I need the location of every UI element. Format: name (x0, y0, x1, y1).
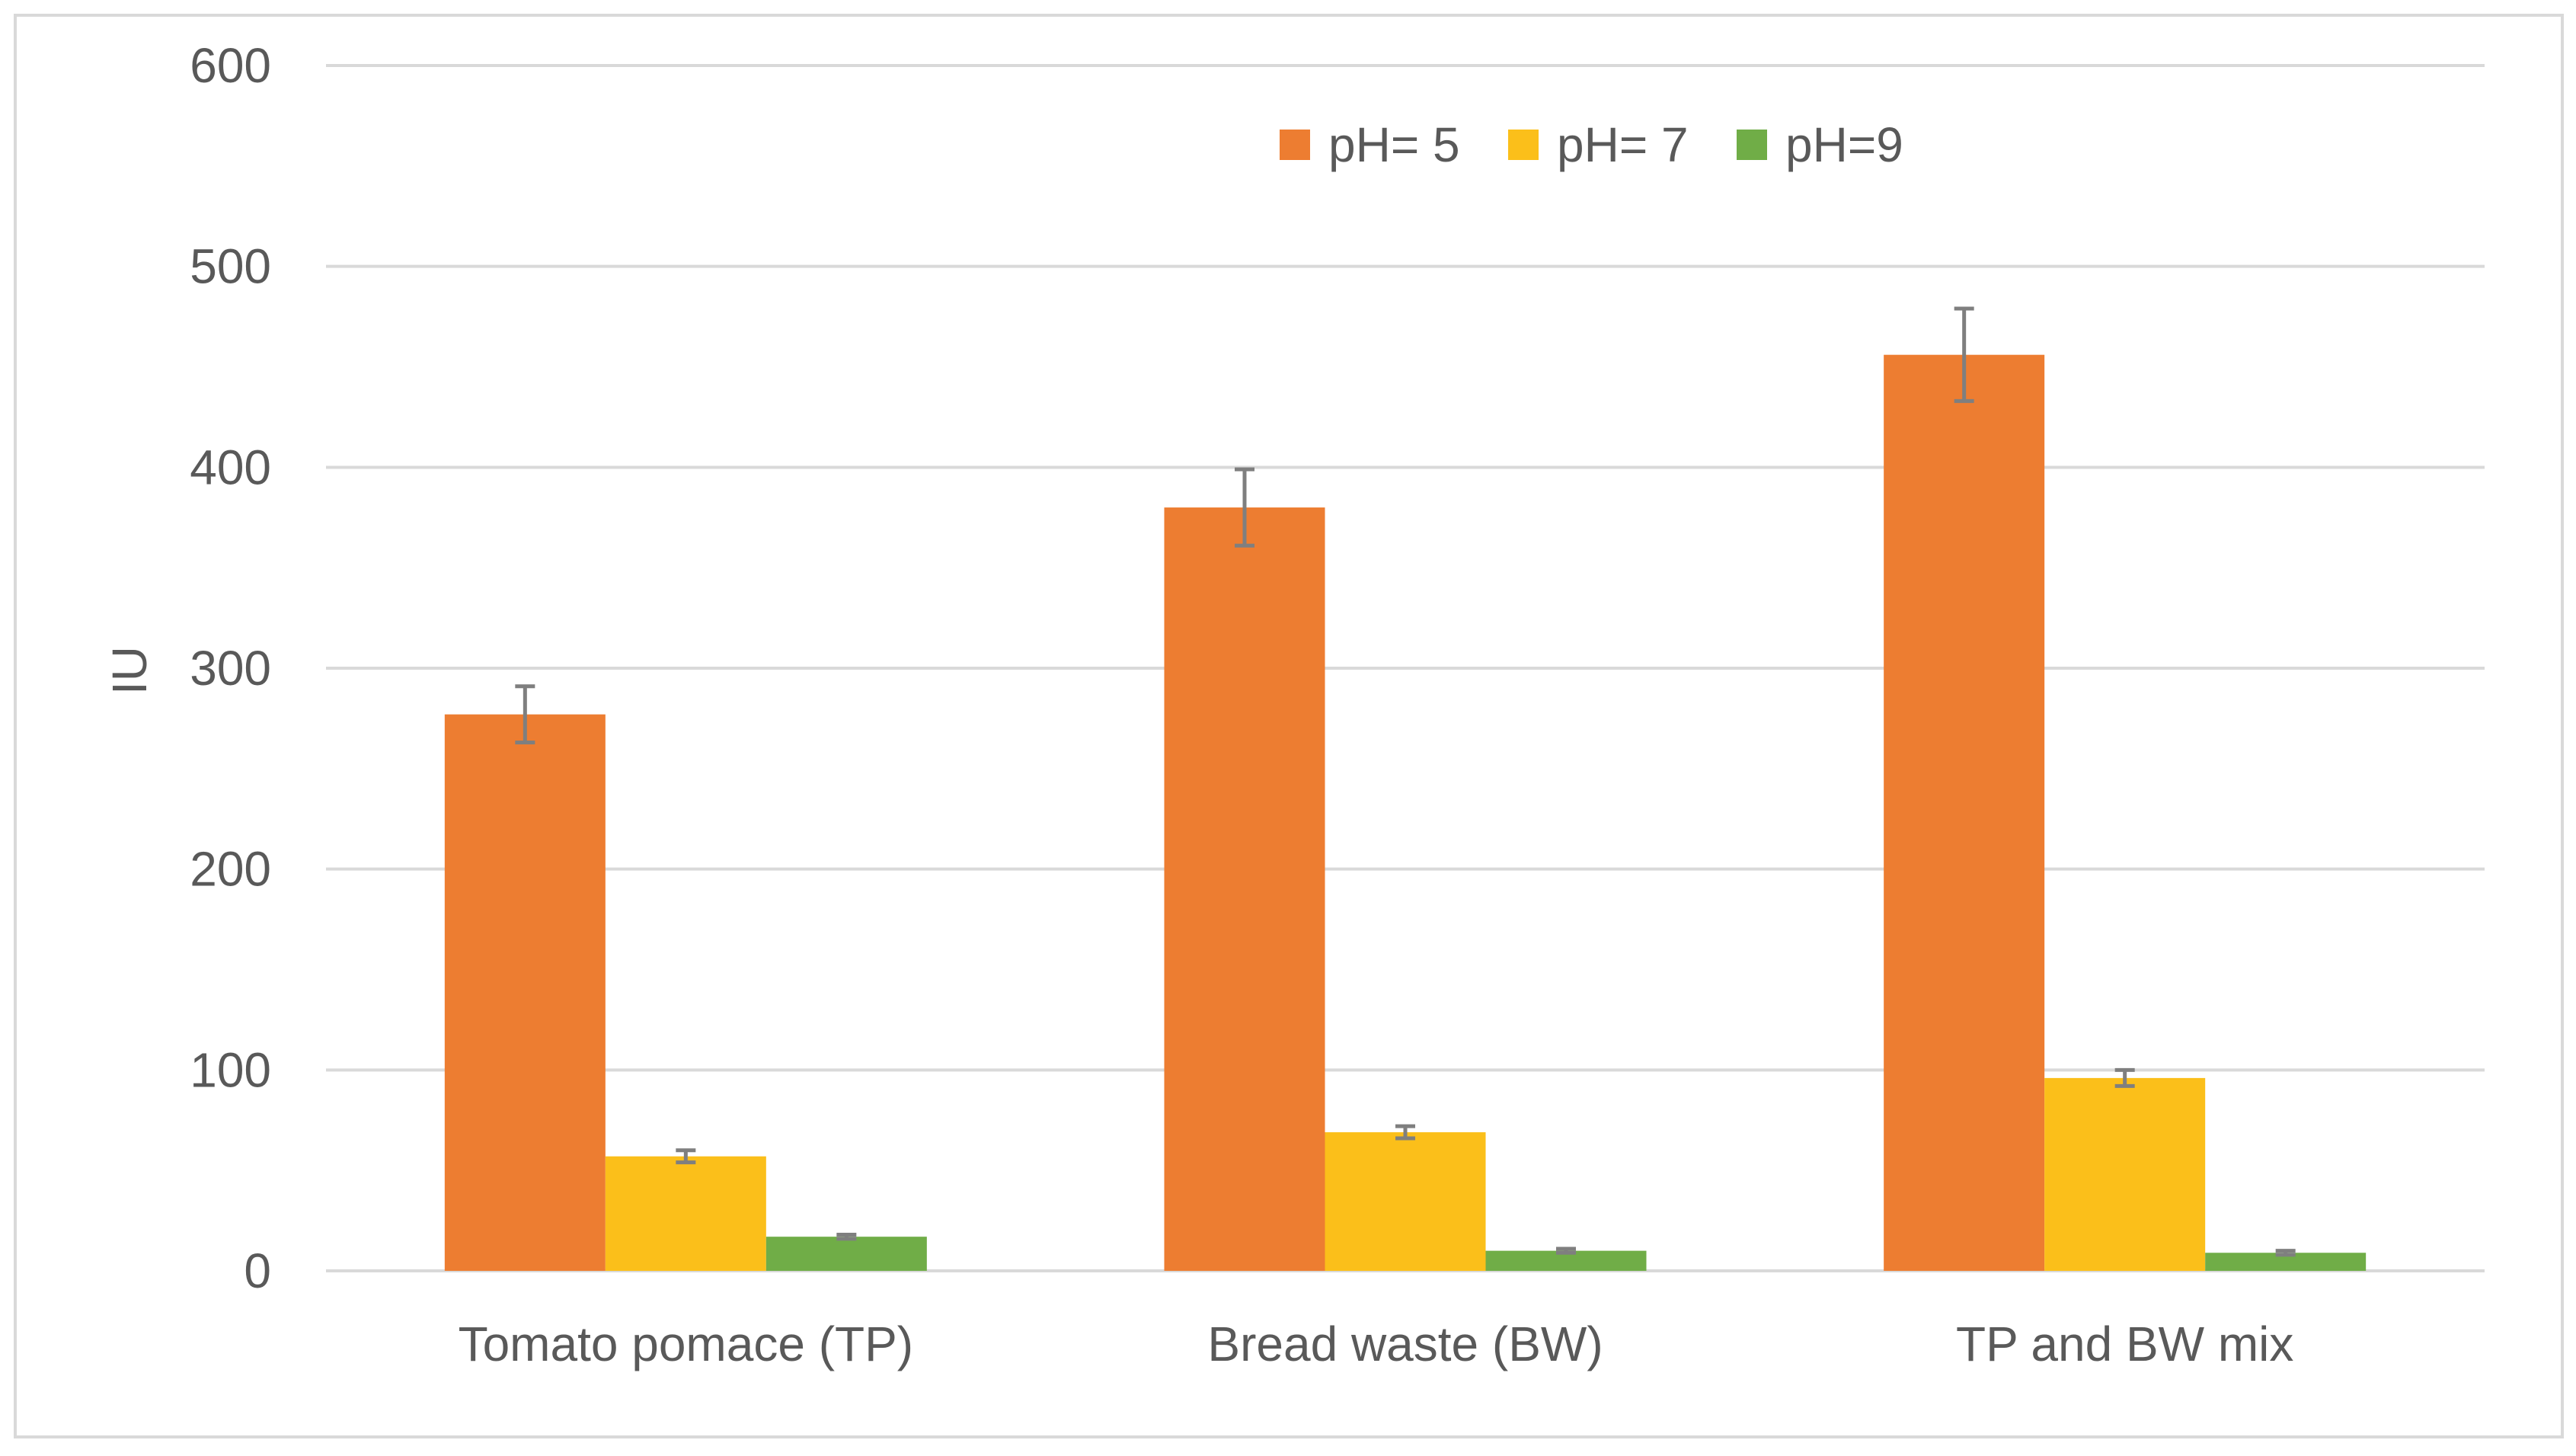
y-axis-label: IU (102, 646, 157, 695)
y-tick-label: 500 (190, 239, 271, 294)
y-axis-ticks: 0 100 200 300 400 500 600 (190, 38, 271, 1298)
legend-swatch (1280, 130, 1310, 160)
bar (1164, 507, 1325, 1271)
legend: pH= 5 pH= 7 pH=9 (1280, 117, 1903, 172)
y-tick-label: 400 (190, 440, 271, 494)
x-tick-label: Bread waste (BW) (1207, 1317, 1603, 1371)
bar (1884, 354, 2045, 1272)
bar (1325, 1132, 1486, 1271)
legend-label: pH=9 (1785, 117, 1903, 172)
y-tick-label: 600 (190, 38, 271, 93)
legend-label: pH= 7 (1557, 117, 1689, 172)
y-tick-label: 0 (244, 1243, 271, 1298)
error-bars (515, 306, 2296, 1257)
bars (444, 354, 2367, 1272)
x-axis-ticks: Tomato pomace (TP) Bread waste (BW) TP and… (459, 1317, 2294, 1371)
y-tick-label: 300 (190, 641, 271, 696)
x-tick-label: Tomato pomace (TP) (459, 1317, 914, 1371)
y-tick-label: 100 (190, 1042, 271, 1097)
bar (765, 1237, 927, 1271)
bar (2044, 1077, 2206, 1271)
y-tick-label: 200 (190, 842, 271, 897)
legend-swatch (1737, 130, 1767, 160)
bar (2205, 1253, 2367, 1271)
legend-label: pH= 5 (1328, 117, 1460, 172)
bar (444, 714, 606, 1271)
bar (605, 1156, 766, 1271)
x-tick-label: TP and BW mix (1956, 1317, 2293, 1371)
legend-swatch (1508, 130, 1539, 160)
